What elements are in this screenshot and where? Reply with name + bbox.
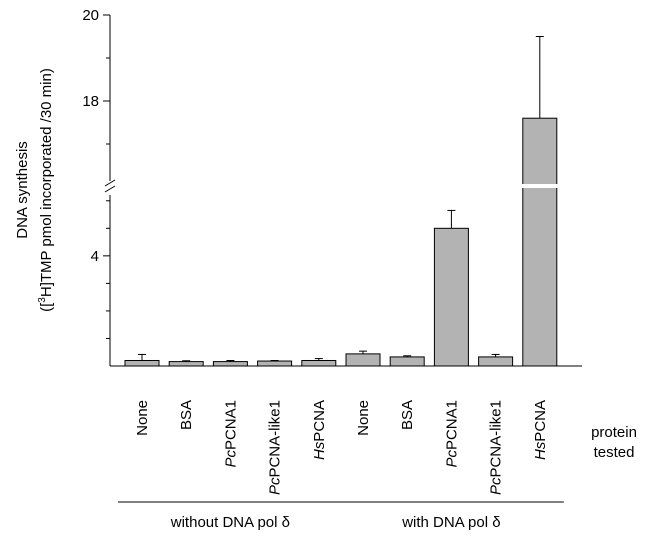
y-axis-label-line1: DNA synthesis	[14, 141, 31, 239]
y-axis-break-mark-1	[104, 185, 116, 193]
bar	[389, 356, 425, 367]
category-label-italic: Hs	[311, 441, 328, 460]
category-label-italic: Pc	[443, 450, 460, 468]
y-tick-label: 4	[91, 248, 99, 265]
category-label: PcPCNA1	[222, 400, 239, 468]
category-label-text: None	[134, 400, 151, 436]
category-label: BSA	[178, 400, 195, 430]
category-label-text: BSA	[178, 400, 195, 430]
category-label-italic: Hs	[532, 441, 549, 460]
protein-tested-label: protein tested	[591, 424, 637, 461]
y-axis-label-line2: ([3H]TMP pmol incorporated /30 min)	[37, 68, 55, 312]
protein-label-line1: protein	[591, 424, 637, 441]
category-label-text: BSA	[399, 400, 416, 430]
category-label-text: PCNA1	[222, 400, 239, 450]
category-label-text: PCNA	[311, 400, 328, 442]
group-labels: without DNA pol δ with DNA pol δ	[118, 501, 564, 531]
category-label: BSA	[399, 400, 416, 430]
y-axis-break-mark-2	[104, 179, 116, 187]
y-tick-label: 20	[82, 7, 99, 24]
group-label: with DNA pol δ	[401, 514, 500, 531]
category-label-italic: Pc	[267, 477, 284, 495]
axes: 4 18 20	[82, 7, 582, 367]
bar-break-gap	[521, 184, 558, 188]
category-label-text: PCNA1	[443, 400, 460, 450]
bar	[124, 359, 160, 367]
category-label: HsPCNA	[311, 400, 328, 460]
category-label-italic: Pc	[222, 450, 239, 468]
category-label-italic: Pc	[488, 477, 505, 495]
bars	[124, 36, 558, 367]
bar	[212, 361, 248, 367]
group-label: without DNA pol δ	[170, 514, 290, 531]
bar	[478, 356, 514, 367]
bar	[345, 353, 381, 367]
bar	[257, 360, 293, 367]
category-label-text: PCNA-like1	[488, 400, 505, 478]
protein-label-line2: tested	[594, 444, 635, 461]
category-label: PcPCNA-like1	[267, 400, 284, 495]
y-axis-label-part1: ([	[38, 302, 55, 312]
category-label: PcPCNA1	[443, 400, 460, 468]
y-axis-label: DNA synthesis ([3H]TMP pmol incorporated…	[14, 68, 55, 312]
bar	[433, 227, 469, 367]
category-label: None	[134, 400, 151, 436]
category-label-text: PCNA-like1	[267, 400, 284, 478]
y-tick-label: 18	[82, 93, 99, 110]
bar	[168, 361, 204, 367]
category-label: None	[355, 400, 372, 436]
y-axis-label-part2: H]TMP pmol incorporated /30 min)	[38, 68, 55, 297]
category-label: PcPCNA-like1	[488, 400, 505, 495]
bar	[301, 359, 337, 367]
category-label-text: None	[355, 400, 372, 436]
category-label-text: PCNA	[532, 400, 549, 442]
y-axis-label-superscript: 3	[37, 297, 48, 303]
category-label: HsPCNA	[532, 400, 549, 460]
bar	[522, 117, 558, 367]
